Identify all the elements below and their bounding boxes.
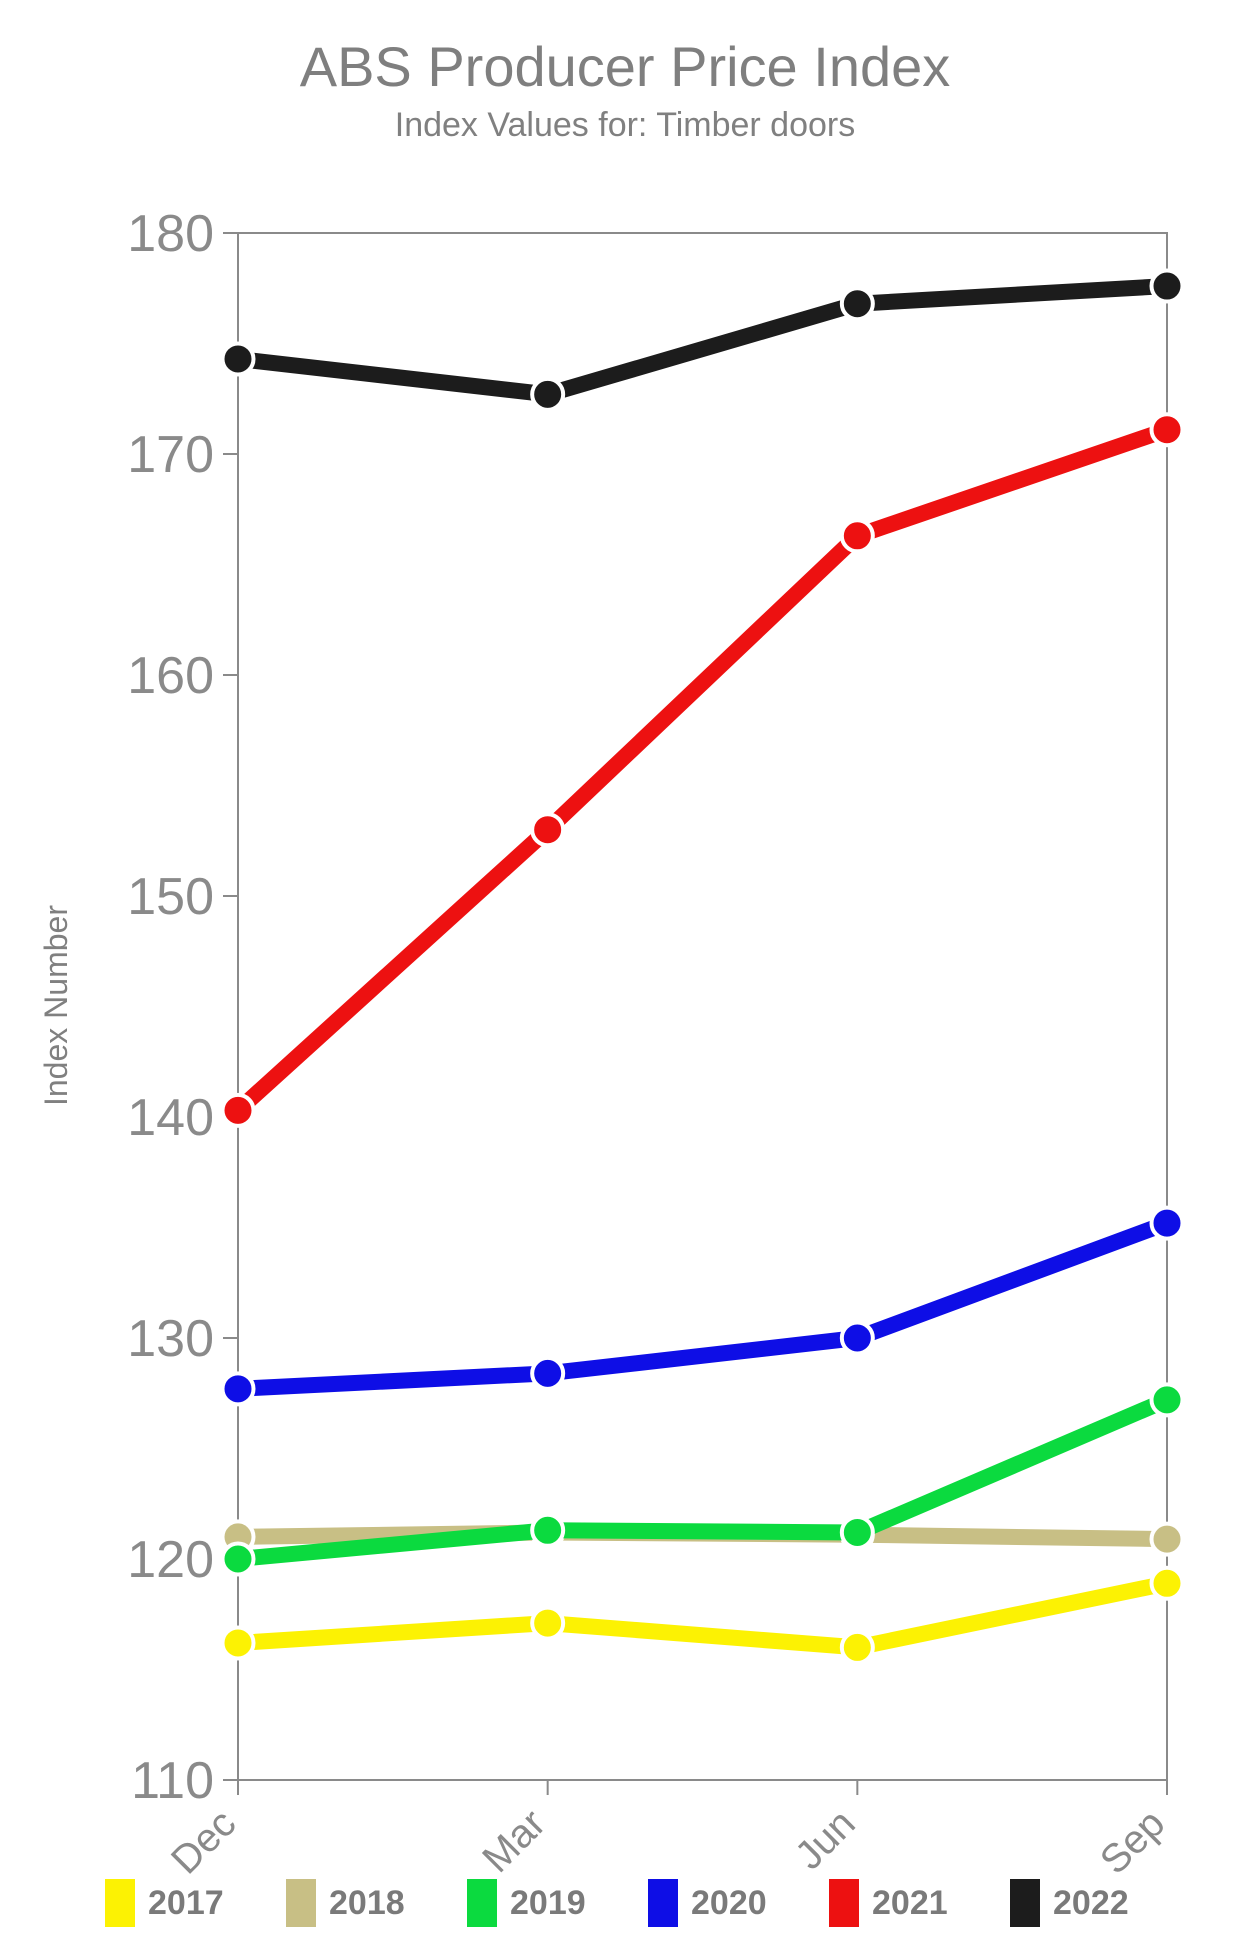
legend-swatch-2019	[467, 1879, 497, 1927]
series-marker-2017-Mar	[530, 1605, 566, 1641]
series-marker-2017-Sep	[1149, 1565, 1185, 1601]
series-line-2022	[230, 278, 1175, 403]
series-marker-2017-Jun	[839, 1629, 875, 1665]
series-marker-2022-Mar	[530, 376, 566, 412]
legend-label-2020: 2020	[691, 1884, 767, 1922]
series-line-2021	[230, 421, 1175, 1119]
series-marker-2018-Sep	[1149, 1521, 1185, 1557]
chart-subtitle: Index Values for: Timber doors	[394, 106, 856, 144]
legend-label-2022: 2022	[1053, 1884, 1129, 1922]
series-marker-2021-Mar	[530, 812, 566, 848]
legend-swatch-2021	[829, 1879, 859, 1927]
y-tick-label: 160	[127, 647, 214, 705]
series-line-2017	[230, 1575, 1175, 1656]
series-marker-2021-Jun	[839, 518, 875, 554]
series-marker-2019-Dec	[220, 1541, 256, 1577]
series-marker-2021-Dec	[220, 1092, 256, 1128]
series-marker-2020-Mar	[530, 1355, 566, 1391]
legend-item-2021: 2021	[829, 1879, 948, 1927]
y-tick-label: 140	[127, 1089, 214, 1147]
series-line-2019	[230, 1391, 1175, 1567]
series-marker-2022-Sep	[1149, 268, 1185, 304]
y-tick-label: 110	[131, 1752, 214, 1810]
plot-border	[237, 232, 1168, 1781]
series-marker-2022-Dec	[220, 341, 256, 377]
series-marker-2020-Jun	[839, 1320, 875, 1356]
series-marker-2019-Sep	[1149, 1382, 1185, 1418]
legend-item-2017: 2017	[105, 1879, 224, 1927]
legend-label-2018: 2018	[329, 1884, 405, 1922]
legend-swatch-2020	[648, 1879, 678, 1927]
legend-item-2018: 2018	[286, 1879, 405, 1927]
legend-item-2022: 2022	[1010, 1879, 1129, 1927]
y-tick-label: 170	[127, 426, 214, 484]
legend-item-2020: 2020	[648, 1879, 767, 1927]
legend-swatch-2018	[286, 1879, 316, 1927]
x-tick-label: Sep	[1092, 1801, 1173, 1882]
legend-label-2021: 2021	[872, 1884, 948, 1922]
series-marker-2017-Dec	[220, 1625, 256, 1661]
series-line-2020	[230, 1215, 1175, 1397]
series-marker-2021-Sep	[1149, 412, 1185, 448]
x-tick-label: Mar	[474, 1801, 554, 1881]
y-tick-label: 120	[127, 1531, 214, 1589]
legend-swatch-2017	[105, 1879, 135, 1927]
series-marker-2020-Dec	[220, 1371, 256, 1407]
y-tick-label: 130	[127, 1310, 214, 1368]
y-tick-label: 150	[127, 868, 214, 926]
legend-swatch-2022	[1010, 1879, 1040, 1927]
series-marker-2019-Mar	[530, 1512, 566, 1548]
legend-label-2019: 2019	[510, 1884, 586, 1922]
x-tick-label: Dec	[163, 1801, 244, 1882]
y-tick-label: 180	[127, 205, 214, 263]
x-tick-label: Jun	[787, 1801, 864, 1878]
series-marker-2019-Jun	[839, 1514, 875, 1550]
legend-label-2017: 2017	[148, 1884, 224, 1922]
legend-item-2019: 2019	[467, 1879, 586, 1927]
series-marker-2020-Sep	[1149, 1205, 1185, 1241]
chart-title: ABS Producer Price Index	[299, 35, 951, 98]
series-marker-2022-Jun	[839, 286, 875, 322]
